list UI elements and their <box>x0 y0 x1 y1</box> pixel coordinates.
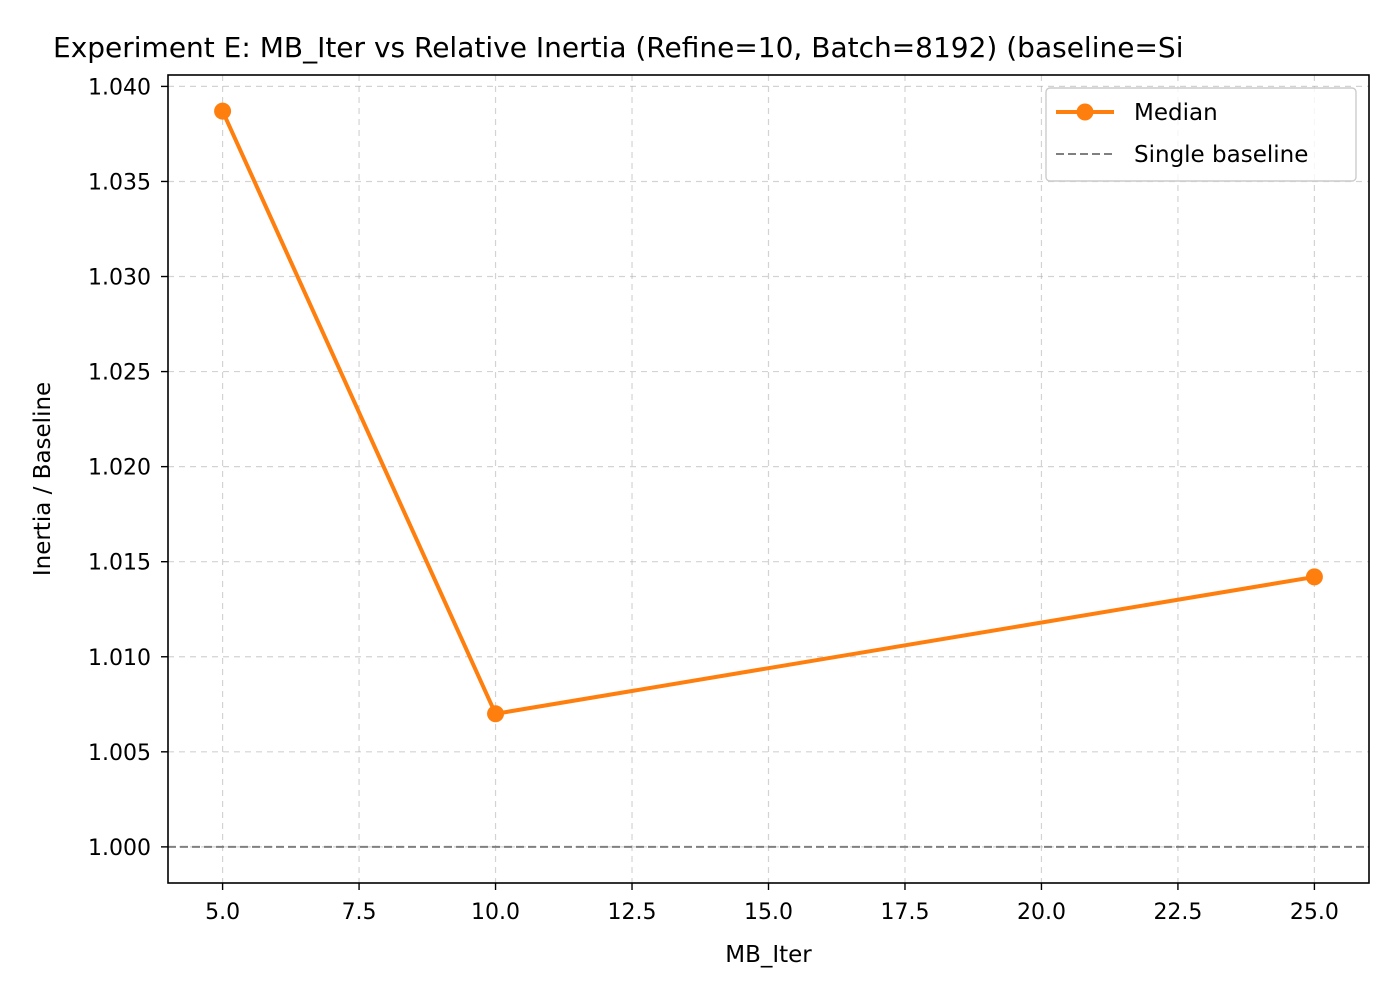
x-tick-label: 12.5 <box>608 900 657 925</box>
ticks-layer: 5.0 7.5 10.0 12.5 15.0 17.5 20.0 22.5 25.0 1.000 1… <box>88 75 1339 925</box>
y-tick-label: 1.040 <box>88 75 151 100</box>
chart-title: Experiment E: MB_Iter vs Relative Inerti… <box>53 31 1183 64</box>
x-tick-label: 22.5 <box>1153 900 1202 925</box>
y-tick-label: 1.010 <box>88 646 151 671</box>
legend: Median Single baseline <box>1045 87 1357 182</box>
x-axis-label: MB_Iter <box>725 942 812 968</box>
y-tick-label: 1.030 <box>88 266 151 291</box>
x-tick-label: 15.0 <box>744 900 793 925</box>
median-data-point <box>487 705 505 723</box>
y-tick-label: 1.020 <box>88 456 151 481</box>
legend-median-label: Median <box>1134 100 1218 126</box>
y-axis-label: Inertia / Baseline <box>30 382 56 576</box>
x-tick-label: 7.5 <box>342 900 377 925</box>
y-tick-label: 1.035 <box>88 170 151 195</box>
y-tick-label: 1.000 <box>88 836 151 861</box>
x-tick-label: 25.0 <box>1290 900 1339 925</box>
x-tick-label: 17.5 <box>880 900 929 925</box>
x-tick-label: 5.0 <box>205 900 240 925</box>
series-layer <box>214 102 1323 723</box>
x-tick-label: 10.0 <box>471 900 520 925</box>
median-data-point <box>1305 568 1323 586</box>
grid-layer <box>168 75 1369 883</box>
x-tick-label: 20.0 <box>1017 900 1066 925</box>
y-tick-label: 1.025 <box>88 361 151 386</box>
legend-median-marker <box>1076 103 1094 121</box>
legend-baseline-label: Single baseline <box>1134 142 1308 168</box>
legend-box <box>1045 87 1357 182</box>
median-data-point <box>214 102 232 120</box>
y-tick-label: 1.005 <box>88 741 151 766</box>
y-tick-label: 1.015 <box>88 551 151 576</box>
